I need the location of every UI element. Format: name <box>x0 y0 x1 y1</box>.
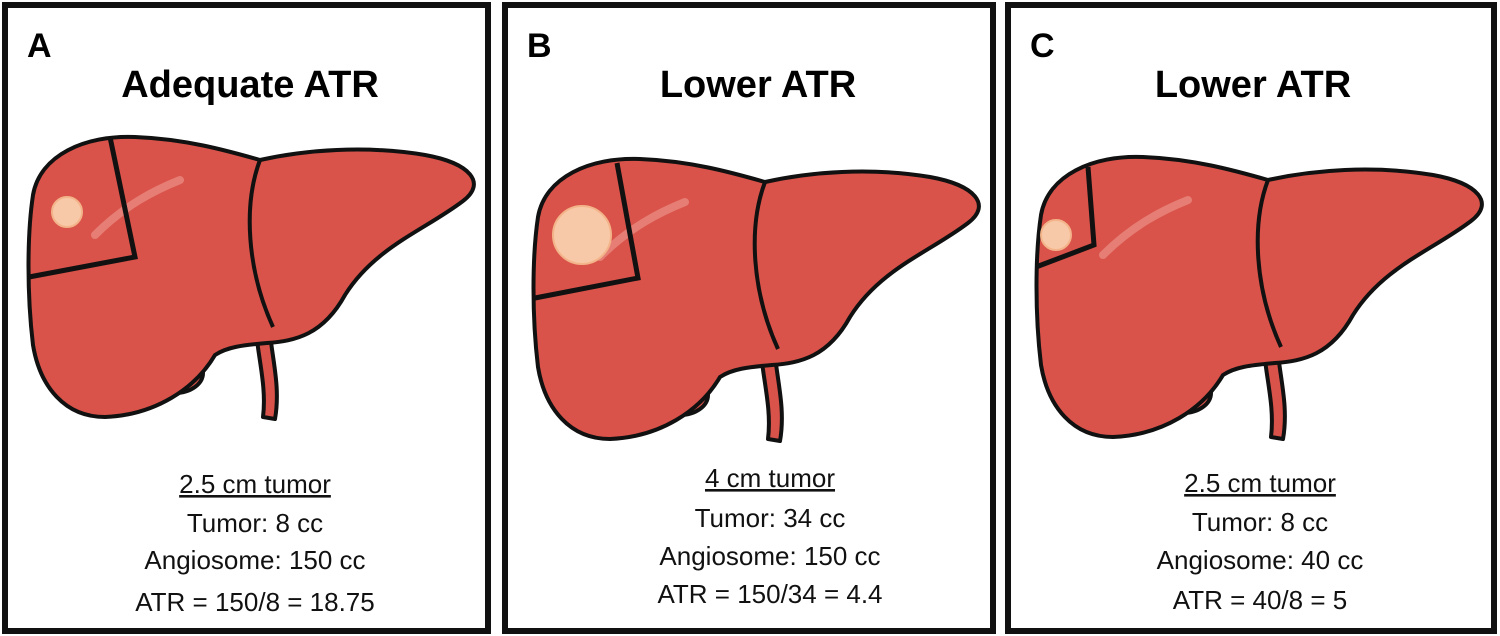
info-line: Angiosome: 150 cc <box>144 545 365 575</box>
panel: B Lower ATR 4 cm tumor Tumor: 34 cc Angi… <box>502 2 996 634</box>
tumor-size: 4 cm tumor <box>705 463 835 493</box>
info-line: Tumor: 8 cc <box>187 508 323 538</box>
panel: A Adequate ATR 2.5 cm tumor Tumor: 8 cc … <box>2 2 491 634</box>
panel-title: Lower ATR <box>1155 64 1351 106</box>
info-line: ATR = 150/34 = 4.4 <box>658 579 883 609</box>
panel-letter: B <box>527 27 552 65</box>
info-line: Angiosome: 150 cc <box>659 541 880 571</box>
info-line: ATR = 150/8 = 18.75 <box>135 587 374 617</box>
tumor-size: 2.5 cm tumor <box>1184 468 1336 498</box>
tumor <box>552 205 612 265</box>
info-line: Tumor: 34 cc <box>695 503 846 533</box>
panel-letter: C <box>1030 27 1055 65</box>
angiosome <box>534 162 641 301</box>
tumor <box>1040 219 1072 251</box>
panel-title: Adequate ATR <box>121 64 379 106</box>
tumor-size: 2.5 cm tumor <box>179 469 331 499</box>
panel: C Lower ATR 2.5 cm tumor Tumor: 8 cc Ang… <box>1005 2 1497 634</box>
panel-letter: A <box>27 27 52 65</box>
info-line: ATR = 40/8 = 5 <box>1173 585 1347 615</box>
panel-title: Lower ATR <box>660 64 856 106</box>
tumor <box>51 196 83 228</box>
angiosome <box>1035 166 1097 270</box>
info-line: Angiosome: 40 cc <box>1157 545 1364 575</box>
angiosome <box>28 136 138 280</box>
info-line: Tumor: 8 cc <box>1192 507 1328 537</box>
